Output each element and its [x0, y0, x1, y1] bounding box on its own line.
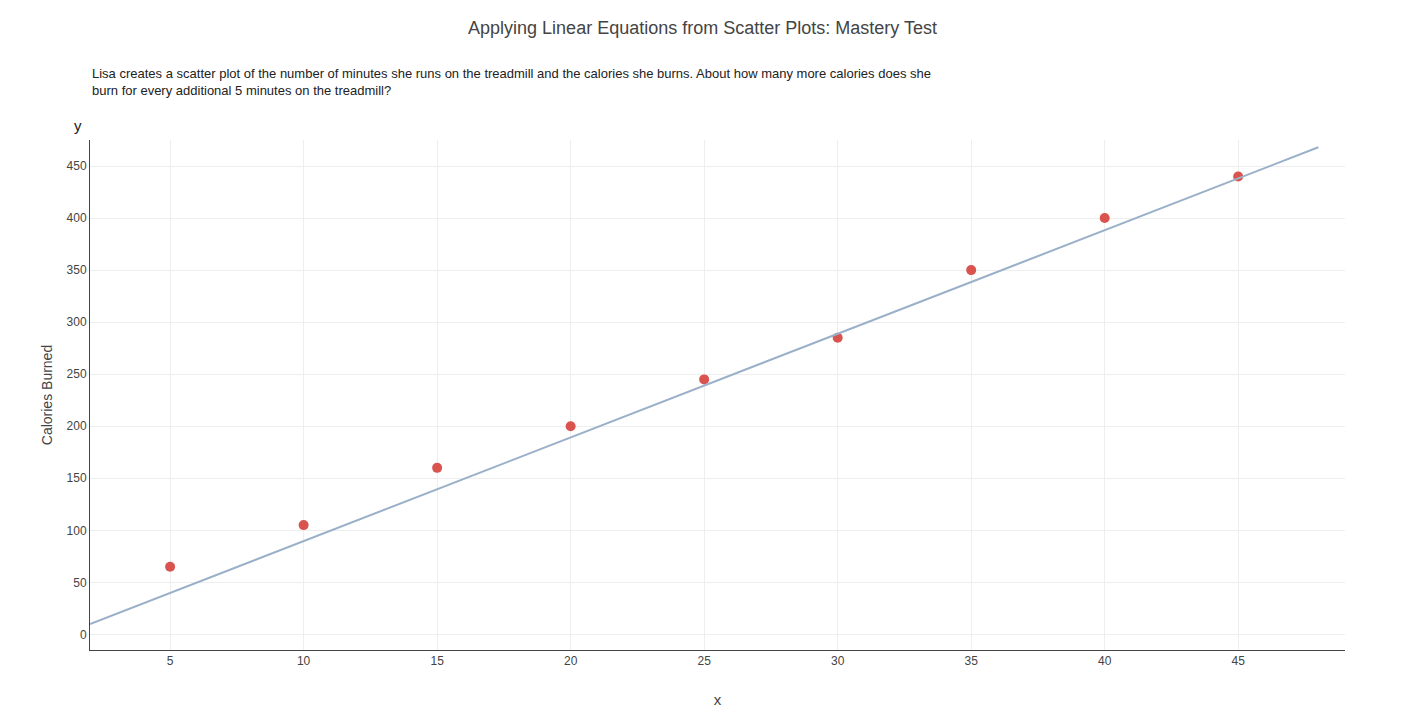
svg-text:20: 20	[564, 654, 578, 668]
svg-text:x: x	[714, 691, 722, 708]
svg-text:15: 15	[430, 654, 444, 668]
svg-text:450: 450	[67, 159, 87, 173]
svg-text:y: y	[74, 117, 82, 134]
svg-text:40: 40	[1098, 654, 1112, 668]
svg-text:Applying Linear Equations from: Applying Linear Equations from Scatter P…	[468, 18, 937, 38]
svg-text:35: 35	[964, 654, 978, 668]
svg-text:5: 5	[167, 654, 174, 668]
svg-text:200: 200	[67, 419, 87, 433]
svg-text:50: 50	[73, 576, 87, 590]
svg-text:100: 100	[67, 524, 87, 538]
svg-text:45: 45	[1232, 654, 1246, 668]
svg-text:250: 250	[67, 367, 87, 381]
svg-text:150: 150	[67, 471, 87, 485]
svg-text:0: 0	[80, 628, 87, 642]
svg-text:Calories Burned: Calories Burned	[39, 345, 55, 445]
svg-text:Lisa creates a scatter plot of: Lisa creates a scatter plot of the numbe…	[92, 66, 931, 98]
svg-text:400: 400	[67, 211, 87, 225]
svg-text:25: 25	[697, 654, 711, 668]
svg-text:350: 350	[67, 263, 87, 277]
svg-text:300: 300	[67, 315, 87, 329]
svg-text:10: 10	[297, 654, 311, 668]
svg-text:30: 30	[831, 654, 845, 668]
